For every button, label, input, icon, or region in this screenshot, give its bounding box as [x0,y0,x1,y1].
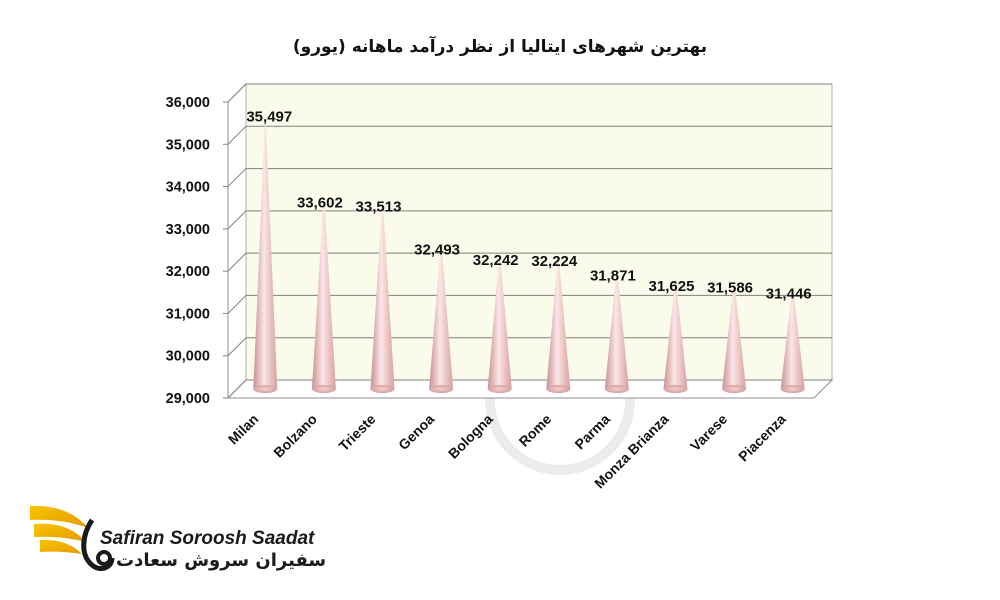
cone-bar [487,251,512,389]
y-tick-label: 36,000 [166,95,210,111]
gridline [227,294,832,314]
data-label: 31,446 [766,286,812,303]
gridline [227,210,832,230]
x-tick-label: Varese [687,411,730,454]
x-tick-label: Rome [516,411,555,450]
cone-bar [546,251,571,389]
cone-bar [370,197,395,389]
x-tick-label: Piacenza [735,411,789,465]
gridline [227,252,832,272]
gridline [227,168,832,187]
y-tick-label: 35,000 [166,137,210,153]
data-label: 31,625 [649,278,695,295]
gridline [227,379,832,399]
cone-bar [253,113,278,389]
data-label: 33,513 [356,198,402,215]
cone-bar [780,284,805,389]
x-tick-label: Trieste [335,411,378,454]
cone-bar [604,266,629,389]
plot-back-wall [245,83,833,381]
logo-name-fa: سفیران سروش سعادت [116,550,327,571]
logo: Safiran Soroosh Saadat سفیران سروش سعادت [24,498,326,578]
cone-base [487,385,512,393]
cone-base [429,385,454,393]
gridline [227,337,832,357]
logo-wing-icon [30,505,115,571]
cone-bar [429,240,454,389]
gridline [227,83,832,103]
cone-bar [311,193,336,389]
cone-base [663,385,688,393]
data-label: 31,586 [707,280,753,297]
cone-bar [722,278,747,389]
cone-base [370,385,395,393]
cone-base [722,385,747,393]
y-tick-label: 31,000 [166,306,210,322]
x-tick-label: Genoa [395,411,437,453]
data-label: 32,493 [414,241,460,258]
cone-base [604,385,629,393]
data-label: 31,871 [590,268,636,285]
cone-base [253,385,278,393]
data-label: 32,242 [473,252,519,269]
cone-base [780,385,805,393]
y-tick-label: 34,000 [166,180,210,196]
cone-bar [663,277,688,389]
data-label: 35,497 [246,108,292,125]
cone-base [311,385,336,393]
data-label: 33,602 [297,195,343,212]
logo-name-en: Safiran Soroosh Saadat [100,528,315,549]
y-tick-label: 33,000 [166,222,210,238]
data-label: 32,224 [531,253,578,270]
y-tick-label: 29,000 [166,391,210,407]
y-tick-label: 30,000 [166,349,210,365]
x-tick-label: Bologna [445,411,496,462]
y-tick-label: 32,000 [166,264,210,280]
cone-base [546,385,571,393]
gridline [227,125,832,145]
x-tick-label: Milan [225,411,262,448]
x-tick-label: Bolzano [270,411,320,461]
chart-title: بهترین شهرهای ایتالیا از نظر درآمد ماهان… [293,35,707,57]
plot-side-wall [227,82,247,400]
